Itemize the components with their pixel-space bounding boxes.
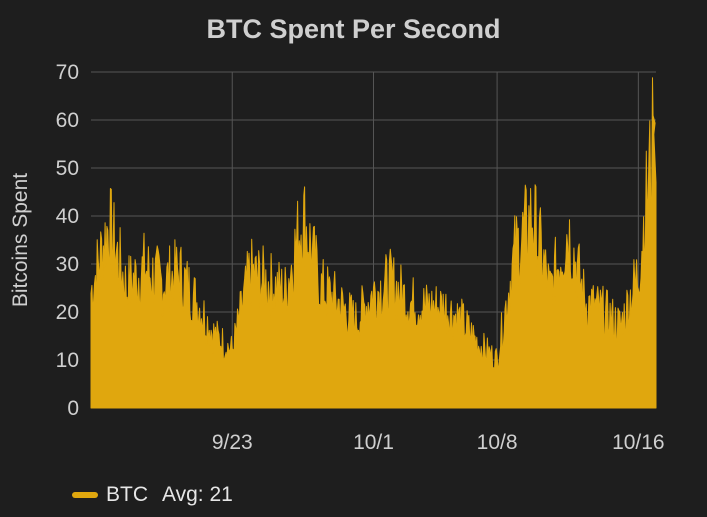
chart-title: BTC Spent Per Second (206, 14, 501, 44)
x-tick-label: 10/16 (612, 431, 665, 454)
y-tick-label: 40 (56, 205, 79, 228)
y-tick-label: 20 (56, 301, 79, 324)
y-tick-label: 10 (56, 349, 79, 372)
y-tick-label: 60 (56, 109, 79, 132)
x-tick-label: 9/23 (212, 431, 253, 454)
legend-series-name: BTC (106, 483, 148, 506)
series-layer (90, 77, 657, 409)
y-tick-label: 50 (56, 157, 79, 180)
x-tick-label: 10/8 (477, 431, 518, 454)
y-axis-ticks: 0 10 20 30 40 50 60 70 (56, 61, 79, 420)
y-axis-label: Bitcoins Spent (9, 173, 32, 307)
x-tick-label: 10/1 (353, 431, 394, 454)
legend-swatch (72, 492, 98, 498)
series-btc-area (90, 77, 657, 409)
y-tick-label: 30 (56, 253, 79, 276)
y-tick-label: 70 (56, 61, 79, 84)
y-tick-label: 0 (67, 397, 79, 420)
legend-average: Avg: 21 (162, 483, 233, 506)
legend: BTC Avg: 21 (72, 482, 233, 508)
x-axis-ticks: 9/23 10/1 10/8 10/16 (212, 431, 665, 454)
